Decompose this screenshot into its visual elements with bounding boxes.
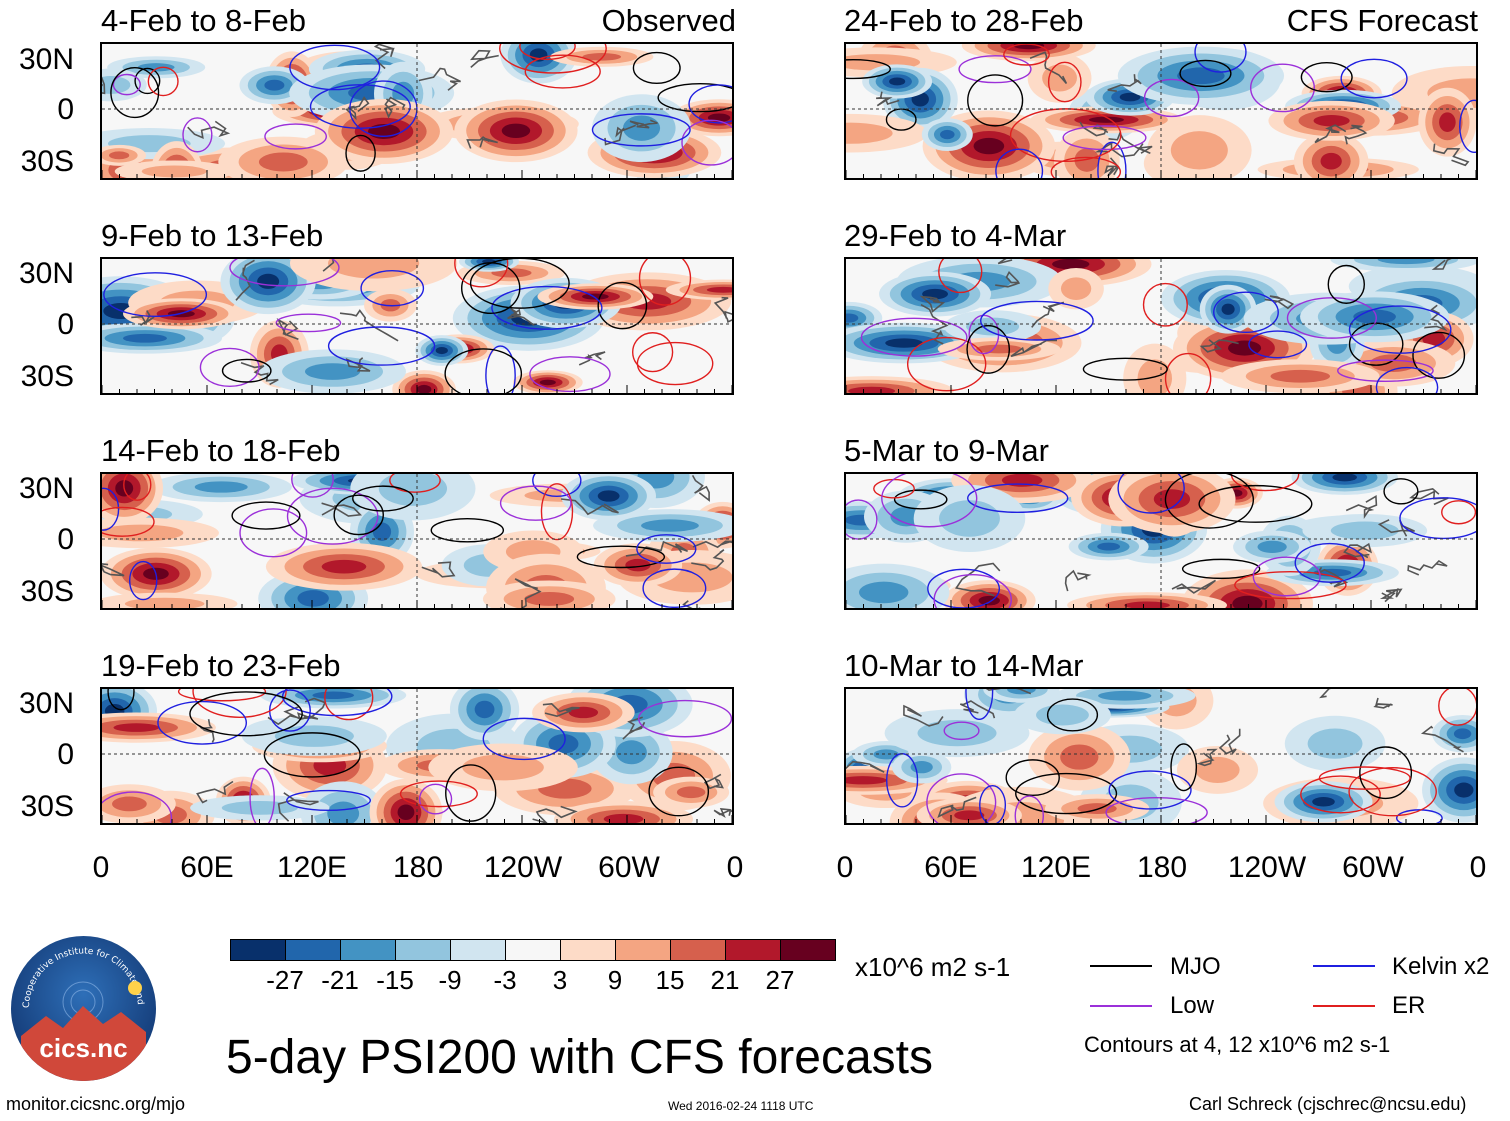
cicsnc-logo: Cooperative Institute for Climate and Sa…: [11, 936, 156, 1081]
colorbar-swatch: [450, 939, 506, 961]
lon-label: 180: [392, 851, 444, 884]
lat-label-30s: 30S: [20, 790, 74, 823]
map-panel: [100, 472, 734, 610]
legend-mjo-line: [1090, 965, 1152, 967]
colorbar-units: x10^6 m2 s-1: [855, 952, 1011, 982]
lon-label: 60W: [1342, 851, 1404, 884]
colorbar-swatch: [505, 939, 561, 961]
lon-label: 120E: [276, 851, 348, 884]
lat-label-30s: 30S: [20, 145, 74, 178]
lat-label-30n: 30N: [18, 43, 74, 76]
panel-2-source: CFS Forecast: [1286, 3, 1478, 38]
colorbar-tick-label: -3: [493, 965, 517, 995]
lon-label: 60E: [180, 851, 234, 884]
svg-text:Cooperative Institute for Clim: Cooperative Institute for Climate and Sa…: [11, 936, 145, 1008]
contours-note: Contours at 4, 12 x10^6 m2 s-1: [1084, 1032, 1391, 1057]
panel-5-title: 14-Feb to 18-Feb: [101, 433, 341, 468]
panel-7-title: 19-Feb to 23-Feb: [101, 648, 341, 683]
lon-label: 0: [1469, 851, 1487, 884]
map-panel: [844, 257, 1478, 395]
map-panel: [844, 472, 1478, 610]
colorbar-swatch: [560, 939, 616, 961]
panel-6-title: 5-Mar to 9-Mar: [844, 433, 1049, 468]
lat-label-eq: 0: [57, 93, 74, 126]
lon-label: 60E: [924, 851, 978, 884]
map-panel: [844, 687, 1478, 825]
colorbar-swatch: [780, 939, 836, 961]
colorbar-swatch: [285, 939, 341, 961]
lon-label: 120W: [1227, 851, 1307, 884]
figure-title: 5-day PSI200 with CFS forecasts: [226, 1031, 933, 1084]
lat-label-eq: 0: [57, 523, 74, 556]
lon-label: 180: [1136, 851, 1188, 884]
footer-url[interactable]: monitor.cicsnc.org/mjo: [6, 1094, 186, 1114]
map-panel: [100, 687, 734, 825]
panel-1-source: Observed: [601, 3, 736, 38]
colorbar-tick-label: -27: [266, 965, 304, 995]
panel-2-title: 24-Feb to 28-Feb: [844, 3, 1084, 38]
lat-label-30n: 30N: [18, 687, 74, 720]
colorbar-tick-label: -21: [321, 965, 359, 995]
colorbar-swatch: [340, 939, 396, 961]
legend-er-label: ER: [1392, 992, 1426, 1019]
footer-author: Carl Schreck (cjschrec@ncsu.edu): [1189, 1094, 1467, 1114]
map-panel: [844, 42, 1478, 180]
lon-label: 0: [836, 851, 854, 884]
colorbar-swatch: [725, 939, 781, 961]
lon-label: 120W: [483, 851, 563, 884]
lat-label-eq: 0: [57, 308, 74, 341]
colorbar-swatch: [615, 939, 671, 961]
colorbar-tick-label: -15: [376, 965, 414, 995]
lat-label-30s: 30S: [20, 360, 74, 393]
legend-low-label: Low: [1170, 992, 1215, 1019]
colorbar-tick-label: 21: [710, 965, 740, 995]
legend-mjo-label: MJO: [1170, 953, 1221, 980]
colorbar-swatch: [230, 939, 286, 961]
legend-kelvin-line: [1313, 965, 1375, 967]
logo-text: cics.nc: [39, 1033, 128, 1063]
colorbar-tick-label: 15: [655, 965, 685, 995]
map-panel: [100, 42, 734, 180]
lon-label: 0: [92, 851, 110, 884]
legend-kelvin-label: Kelvin x2: [1392, 953, 1490, 980]
lon-label: 0: [726, 851, 744, 884]
footer-timestamp: Wed 2016-02-24 1118 UTC: [668, 1099, 814, 1113]
colorbar-tick-label: 3: [552, 965, 568, 995]
panel-1-title: 4-Feb to 8-Feb: [101, 3, 307, 38]
lat-label-30n: 30N: [18, 472, 74, 505]
lat-label-30s: 30S: [20, 575, 74, 608]
lat-label-eq: 0: [57, 738, 74, 771]
colorbar-swatch: [395, 939, 451, 961]
map-panel: [100, 257, 734, 395]
panel-8-title: 10-Mar to 14-Mar: [844, 648, 1084, 683]
panel-4-title: 29-Feb to 4-Mar: [844, 218, 1067, 253]
panel-3-title: 9-Feb to 13-Feb: [101, 218, 324, 253]
logo-ring-text: Cooperative Institute for Climate and Sa…: [11, 936, 145, 1008]
lat-label-30n: 30N: [18, 257, 74, 290]
lon-label: 60W: [598, 851, 660, 884]
colorbar-tick-label: 27: [765, 965, 795, 995]
legend-er-line: [1313, 1005, 1375, 1007]
colorbar-tick-label: 9: [607, 965, 623, 995]
lon-label: 120E: [1020, 851, 1092, 884]
colorbar-swatch: [670, 939, 726, 961]
colorbar-tick-label: -9: [438, 965, 462, 995]
legend-low-line: [1090, 1005, 1152, 1007]
